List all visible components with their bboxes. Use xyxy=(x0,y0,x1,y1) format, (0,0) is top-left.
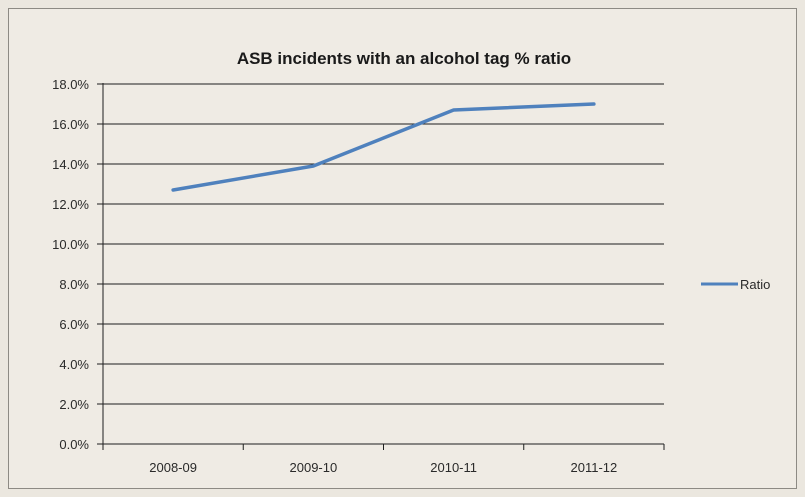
plot-area: 0.0% 2.0% 4.0% 6.0% 8.0% 10.0% 12.0% 14.0% 16.0%… xyxy=(52,77,664,475)
legend: Ratio xyxy=(701,277,770,292)
legend-label-ratio: Ratio xyxy=(740,277,770,292)
y-tick-label: 6.0% xyxy=(59,317,89,332)
y-tick-label: 18.0% xyxy=(52,77,89,92)
y-tick-label: 0.0% xyxy=(59,437,89,452)
y-tick-label: 8.0% xyxy=(59,277,89,292)
series-line-ratio xyxy=(173,104,594,190)
x-tick-label: 2010-11 xyxy=(430,460,477,475)
y-tick-label: 16.0% xyxy=(52,117,89,132)
chart-title: ASB incidents with an alcohol tag % rati… xyxy=(237,49,571,68)
x-tick-label: 2008-09 xyxy=(149,460,197,475)
y-tick-label: 2.0% xyxy=(59,397,89,412)
x-tick-label: 2009-10 xyxy=(290,460,338,475)
y-tick-label: 12.0% xyxy=(52,197,89,212)
y-tick-label: 4.0% xyxy=(59,357,89,372)
y-tick-label: 10.0% xyxy=(52,237,89,252)
y-tick-label: 14.0% xyxy=(52,157,89,172)
chart-frame: ASB incidents with an alcohol tag % rati… xyxy=(8,8,797,489)
x-tick-label: 2011-12 xyxy=(571,460,618,475)
line-chart: ASB incidents with an alcohol tag % rati… xyxy=(9,9,796,488)
